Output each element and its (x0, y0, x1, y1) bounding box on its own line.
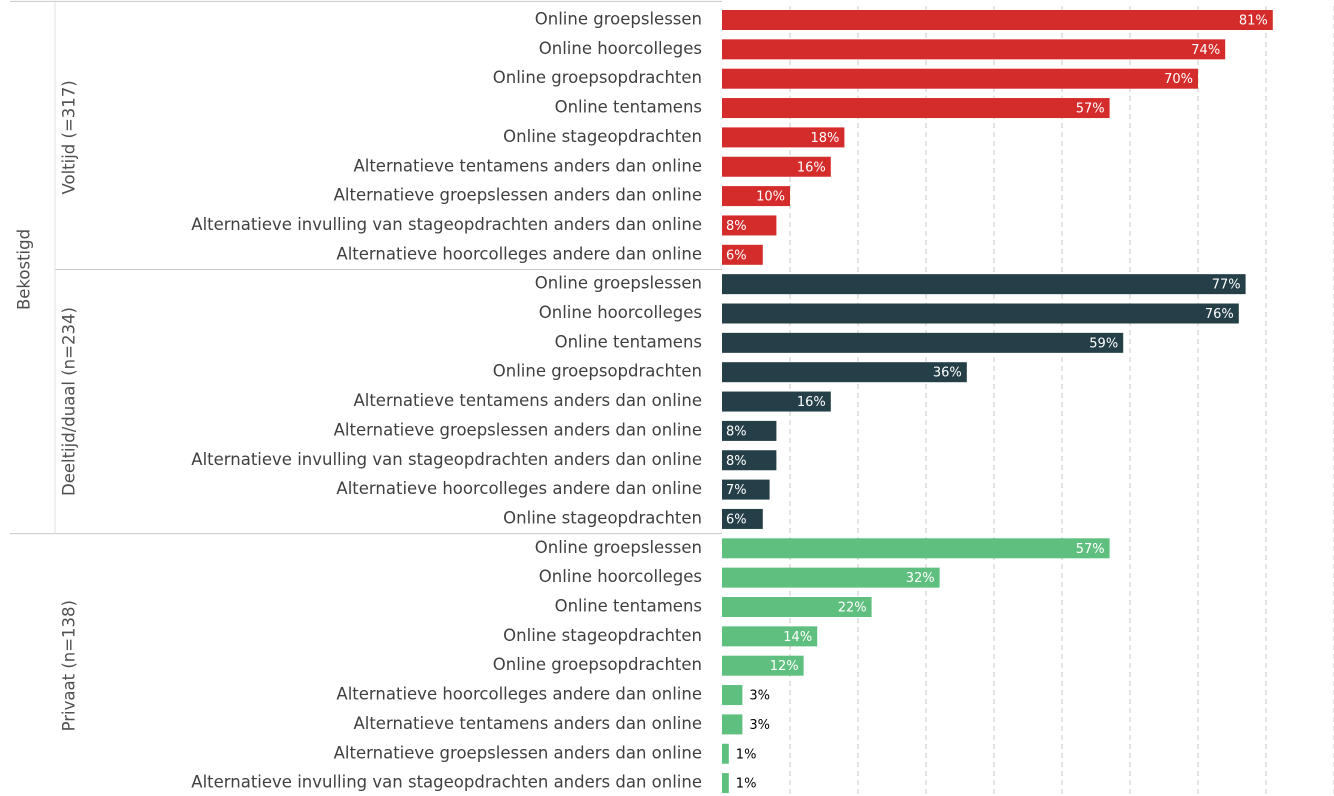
bar (722, 303, 1239, 324)
category-label: Alternatieve invulling van stageopdracht… (191, 773, 702, 792)
value-label: 77% (1212, 278, 1241, 293)
bar (722, 68, 1198, 89)
value-label: 8% (726, 454, 747, 469)
value-label: 74% (1191, 43, 1220, 58)
value-label: 6% (726, 512, 747, 527)
category-label: Alternatieve tentamens anders dan online (353, 714, 702, 733)
value-label: 16% (797, 395, 826, 410)
category-label: Online hoorcolleges (539, 303, 702, 322)
value-label: 7% (726, 483, 747, 498)
category-label: Online tentamens (555, 332, 702, 351)
group-label: Privaat (n=138) (60, 600, 79, 731)
value-label: 1% (736, 747, 757, 762)
bar (722, 420, 777, 441)
category-label: Online groepsopdrachten (493, 655, 702, 674)
value-label: 1% (736, 777, 757, 792)
bar (722, 391, 831, 412)
value-label: 8% (726, 219, 747, 234)
bar (722, 773, 729, 794)
category-label: Alternatieve hoorcolleges andere dan onl… (336, 479, 702, 498)
bar (722, 538, 1110, 559)
category-label: Online hoorcolleges (539, 39, 702, 58)
category-label: Online stageopdrachten (503, 626, 702, 645)
super-group-label: Bekostigd (15, 229, 34, 310)
value-label: 8% (726, 424, 747, 439)
category-label: Alternatieve tentamens anders dan online (353, 156, 702, 175)
bar (722, 567, 940, 588)
value-label: 59% (1089, 336, 1118, 351)
bar (722, 362, 967, 383)
bar (722, 626, 818, 647)
value-label: 16% (797, 160, 826, 175)
value-label: 22% (838, 601, 867, 616)
bar (722, 98, 1110, 119)
category-label: Online tentamens (555, 98, 702, 117)
category-label: Online stageopdrachten (503, 508, 702, 527)
value-label: 10% (756, 190, 785, 205)
value-label: 18% (810, 131, 839, 146)
value-label: 12% (770, 659, 799, 674)
bar (722, 215, 777, 236)
value-label: 32% (906, 571, 935, 586)
category-label: Alternatieve hoorcolleges andere dan onl… (336, 244, 702, 263)
bar (722, 244, 763, 265)
bar (722, 597, 872, 617)
category-label: Online groepslessen (535, 274, 702, 293)
category-label: Online hoorcolleges (539, 567, 702, 586)
category-label: Online groepslessen (535, 538, 702, 557)
category-label: Alternatieve hoorcolleges andere dan onl… (336, 685, 702, 704)
value-label: 3% (749, 718, 770, 733)
category-label: Online stageopdrachten (503, 127, 702, 146)
category-label: Alternatieve groepslessen anders dan onl… (334, 743, 702, 762)
bar (722, 156, 831, 177)
bar (722, 743, 729, 764)
bar (722, 508, 763, 529)
value-label: 36% (933, 366, 962, 381)
value-label: 70% (1164, 72, 1193, 87)
bar (722, 274, 1246, 295)
bar (722, 479, 770, 500)
value-label: 3% (749, 689, 770, 704)
value-label: 76% (1205, 307, 1234, 322)
category-label: Alternatieve groepslessen anders dan onl… (334, 420, 702, 439)
value-label: 57% (1076, 542, 1105, 557)
value-label: 14% (783, 630, 812, 645)
category-label: Alternatieve invulling van stageopdracht… (191, 450, 702, 469)
bar (722, 186, 790, 207)
bar (722, 10, 1273, 30)
category-label: Alternatieve invulling van stageopdracht… (191, 215, 702, 234)
group-label: Voltijd (=317) (60, 80, 79, 194)
category-label: Alternatieve groepslessen anders dan onl… (334, 186, 702, 205)
value-label: 57% (1076, 102, 1105, 117)
bar (722, 39, 1226, 60)
bar (722, 685, 743, 706)
bar (722, 127, 845, 148)
group-label: Deeltijd/duaal (n=234) (60, 307, 79, 496)
category-label: Online groepsopdrachten (493, 362, 702, 381)
bar (722, 450, 777, 471)
category-label: Online tentamens (555, 597, 702, 616)
bar (722, 332, 1124, 353)
category-label: Alternatieve tentamens anders dan online (353, 391, 702, 410)
bar (722, 655, 804, 676)
category-label: Online groepsopdrachten (493, 68, 702, 87)
value-label: 6% (726, 248, 747, 263)
bar (722, 714, 743, 735)
category-label: Online groepslessen (535, 10, 702, 29)
value-label: 81% (1239, 14, 1268, 29)
